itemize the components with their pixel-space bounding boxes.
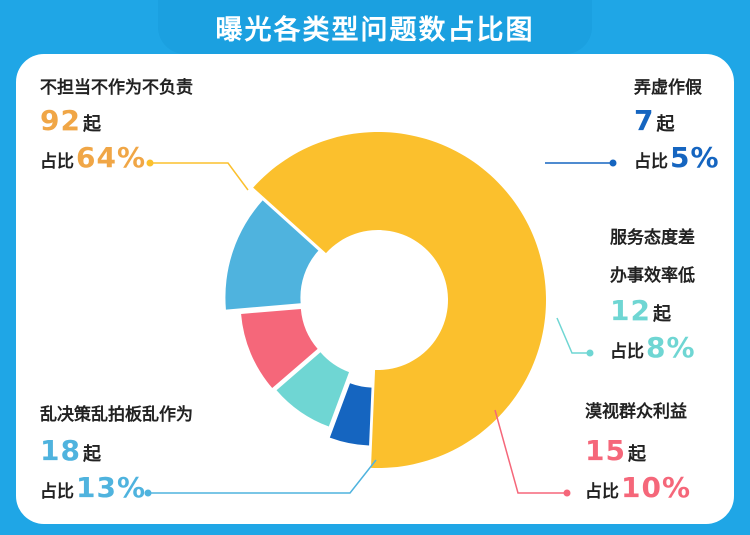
leader-dot-4 <box>144 489 152 497</box>
slice-count-3: 15 起 <box>585 436 646 467</box>
slice-percent-prefix-2: 占比 <box>610 342 644 362</box>
slice-count-unit-1: 起 <box>656 114 675 135</box>
leader-dot-1 <box>609 159 617 167</box>
slice-percent-prefix-1: 占比 <box>634 152 668 172</box>
slice-label-3: 漠视群众利益 <box>585 402 687 422</box>
slice-count-value-4: 18 <box>40 434 81 467</box>
slice-count-unit-0: 起 <box>82 114 101 135</box>
slice-count-value-0: 92 <box>40 104 81 137</box>
slice-percent-value-1: 5% <box>670 141 720 174</box>
donut-slice-1 <box>329 383 372 446</box>
leader-line-3 <box>494 409 567 494</box>
slice-count-unit-4: 起 <box>82 444 101 465</box>
slice-count-value-3: 15 <box>585 434 626 467</box>
leader-dot-3 <box>563 489 571 497</box>
slice-percent-2: 占比8% <box>610 334 696 364</box>
slice-label-2-line2: 办事效率低 <box>610 266 695 286</box>
slice-count-value-1: 7 <box>634 104 655 137</box>
slice-label-2-line1: 服务态度差 <box>610 228 695 248</box>
donut-slice-0 <box>253 132 546 468</box>
slice-percent-value-2: 8% <box>646 331 696 364</box>
leader-line-2 <box>556 317 590 354</box>
donut-slice-2 <box>276 352 350 427</box>
slice-percent-1: 占比5% <box>634 144 720 174</box>
slice-label-0: 不担当不作为不负责 <box>40 78 193 98</box>
slice-percent-prefix-3: 占比 <box>585 482 619 502</box>
leader-dot-0 <box>146 159 154 167</box>
slice-count-unit-2: 起 <box>652 304 671 325</box>
slice-percent-value-0: 64% <box>76 141 147 174</box>
slice-percent-prefix-4: 占比 <box>40 482 74 502</box>
slice-count-unit-3: 起 <box>627 444 646 465</box>
slice-percent-prefix-0: 占比 <box>40 152 74 172</box>
slice-count-2: 12 起 <box>610 296 671 327</box>
donut-slice-4 <box>225 200 319 310</box>
slice-label-1: 弄虚作假 <box>634 78 702 98</box>
donut-slice-3 <box>241 308 318 389</box>
leader-line-4 <box>148 459 377 494</box>
slice-percent-0: 占比64% <box>40 144 146 174</box>
leader-dot-2 <box>586 349 594 357</box>
slice-label-4: 乱决策乱拍板乱作为 <box>40 405 193 425</box>
chart-title: 曝光各类型问题数占比图 <box>158 0 592 54</box>
slice-count-value-2: 12 <box>610 294 651 327</box>
slice-percent-value-3: 10% <box>621 471 692 504</box>
leader-line-0 <box>150 162 249 191</box>
slice-count-0: 92 起 <box>40 106 101 137</box>
slice-percent-value-4: 13% <box>76 471 147 504</box>
slice-percent-4: 占比13% <box>40 474 146 504</box>
slice-count-4: 18 起 <box>40 436 101 467</box>
slice-percent-3: 占比10% <box>585 474 691 504</box>
